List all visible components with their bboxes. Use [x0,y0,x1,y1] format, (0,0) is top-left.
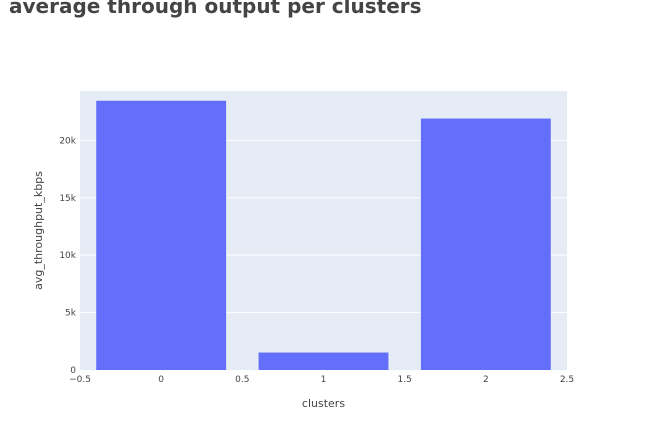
y-tick-label: 15k [59,194,76,204]
bar-cluster-2[interactable] [420,118,551,370]
y-tick-label: 20k [59,136,76,146]
x-tick-label: 1 [321,375,327,385]
x-tick-label: 2.5 [560,375,574,385]
y-axis-ticks: 0 5k 10k 15k 20k [59,136,76,376]
x-tick-label: −0.5 [69,375,91,385]
y-tick-label: 5k [65,309,77,319]
bar-cluster-1[interactable] [258,352,389,370]
x-axis-ticks: −0.5 0 0.5 1 1.5 2 2.5 [69,375,574,385]
x-axis-title: clusters [302,397,345,410]
x-tick-label: 0 [158,375,164,385]
x-tick-label: 2 [483,375,489,385]
x-tick-label: 1.5 [398,375,412,385]
y-axis-title: avg_throughput_kbps [32,171,45,290]
y-tick-label: 0 [70,366,76,376]
x-tick-label: 0.5 [235,375,249,385]
bars [96,100,551,370]
chart-title: average through output per clusters [9,0,422,18]
bar-cluster-0[interactable] [96,100,227,370]
y-tick-label: 10k [59,251,76,261]
